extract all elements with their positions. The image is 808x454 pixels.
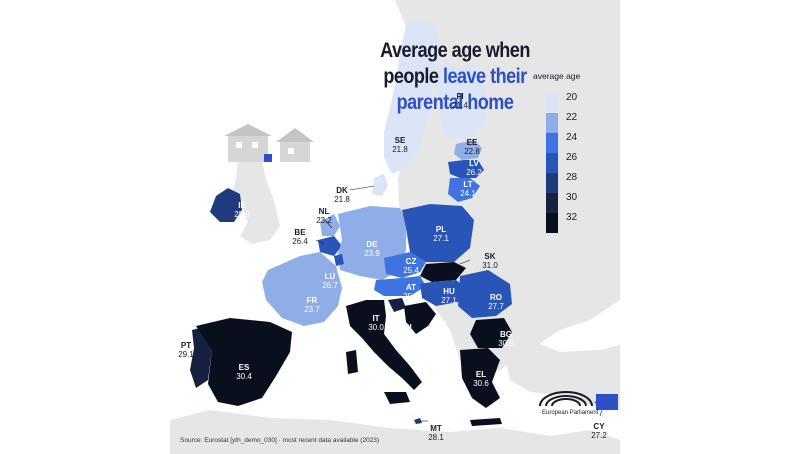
title-line-2-plain: people — [383, 65, 443, 88]
legend-swatch-6 — [546, 193, 558, 213]
leader-line-sk — [459, 259, 471, 265]
country-pl — [402, 204, 474, 262]
label-ee: EE 22.8 — [464, 138, 480, 156]
label-se: SE 21.8 — [392, 136, 408, 154]
label-sk: SK 31.0 — [482, 252, 498, 270]
country-el — [460, 348, 500, 408]
country-at — [374, 276, 426, 296]
country-fi — [432, 60, 488, 140]
label-lt: LT 24.1 — [460, 180, 476, 198]
label-de: DE 23.9 — [364, 240, 380, 258]
country-it — [346, 300, 422, 390]
source-note: Source: Eurostat [yth_demo_030] · most r… — [180, 437, 380, 444]
legend-tick-24: 24 — [566, 132, 578, 143]
page-title: Average age when people leave their pare… — [378, 38, 531, 116]
leader-line-be — [315, 239, 325, 245]
legend-title: average age — [533, 71, 581, 81]
house-illustration — [224, 124, 314, 162]
title-line-1: Average age when — [380, 39, 530, 62]
legend-swatch-7 — [546, 213, 558, 233]
country-it-sardinia — [346, 350, 358, 374]
label-pt: PT 29.1 — [178, 341, 194, 359]
non-eu-north-africa — [170, 410, 620, 454]
label-fi: FI 21.4 — [452, 92, 468, 110]
title-line-2-accent: leave their — [442, 65, 527, 88]
label-cy: CY 27.2 — [591, 422, 607, 440]
legend-tick-22: 22 — [566, 112, 578, 123]
non-eu-balkans-turkey — [500, 330, 620, 410]
label-hr: HR 31.8 — [433, 320, 449, 338]
label-fr: FR 23.7 — [304, 296, 320, 314]
label-lv: LV 26.2 — [466, 159, 482, 177]
legend-tick-32: 32 — [566, 212, 578, 223]
label-ie: IE 28.0 — [234, 201, 250, 219]
label-pl: PL 27.1 — [433, 225, 449, 243]
label-el: EL 30.6 — [473, 370, 489, 388]
country-hr — [404, 302, 436, 334]
legend-tick-30: 30 — [566, 192, 578, 203]
label-hu: HU 27.1 — [441, 287, 457, 305]
country-hu — [420, 280, 466, 306]
country-se — [384, 18, 440, 174]
label-ro: RO 27.7 — [488, 293, 504, 311]
leader-line-dk — [349, 185, 375, 191]
country-es — [196, 318, 292, 406]
country-bg — [470, 318, 512, 348]
country-ie — [210, 188, 242, 222]
country-mt — [414, 418, 422, 424]
leader-line-nl — [324, 219, 333, 229]
legend-swatch-2 — [546, 113, 558, 133]
label-dk: DK 21.8 — [334, 186, 350, 204]
legend-tick-26: 26 — [566, 152, 578, 163]
country-el-crete — [470, 418, 502, 426]
legend-tick-20: 20 — [566, 92, 578, 103]
label-cz: CZ 25.4 — [403, 257, 419, 275]
european-parliament-logo — [539, 391, 618, 410]
label-nl: NL 23.2 — [316, 207, 332, 225]
label-it: IT 30.0 — [368, 314, 384, 332]
legend-swatch-1 — [546, 93, 558, 113]
country-dk — [372, 174, 388, 196]
country-si — [388, 298, 406, 312]
label-bg: BG 30.0 — [498, 330, 514, 348]
legend-swatch-3 — [546, 133, 558, 153]
country-lv — [448, 160, 484, 178]
label-be: BE 26.4 — [292, 228, 308, 246]
legend-tick-28: 28 — [566, 172, 578, 183]
country-lu — [334, 254, 344, 266]
european-parliament-label: European Parliament — [542, 410, 599, 416]
country-sk — [420, 262, 466, 282]
country-be — [318, 236, 342, 256]
leader-lines — [194, 185, 605, 422]
label-at: AT 25.3 — [403, 283, 419, 301]
country-cz — [384, 252, 426, 278]
label-si: SI 29.1 — [400, 323, 416, 341]
label-mt: MT 28.1 — [428, 424, 444, 442]
title-line-3-accent: parental home — [396, 91, 514, 114]
legend-swatch-4 — [546, 153, 558, 173]
country-nl — [320, 214, 340, 236]
country-lt — [448, 178, 480, 202]
map-panel: Average age when people leave their pare… — [170, 0, 620, 454]
legend-swatch-5 — [546, 173, 558, 193]
country-ro — [458, 270, 512, 318]
country-it-sicily — [384, 392, 410, 404]
label-lu: LU 26.7 — [322, 272, 338, 290]
country-fr — [262, 252, 342, 326]
non-eu-uk — [232, 150, 280, 244]
label-es: ES 30.4 — [236, 363, 252, 381]
europe-map — [170, 0, 620, 454]
country-ee — [454, 140, 482, 160]
